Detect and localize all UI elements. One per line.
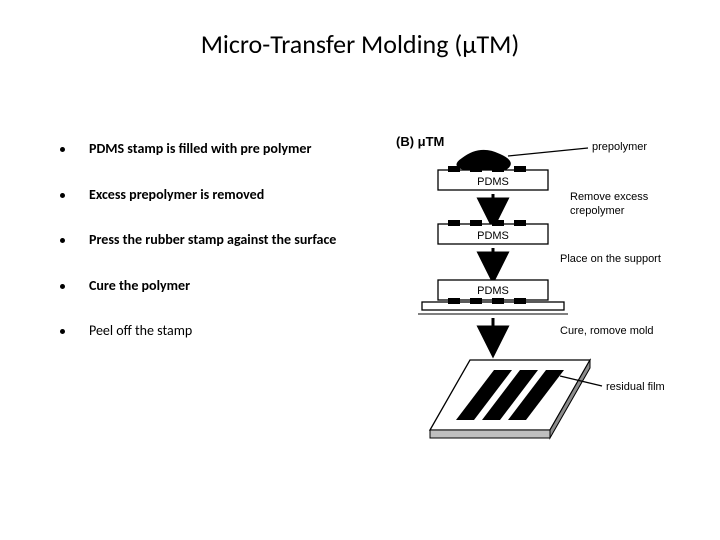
- step4: residual film: [430, 360, 665, 438]
- bullet-icon: [60, 284, 65, 289]
- list-item: Cure the polymer: [60, 277, 370, 295]
- step1: prepolymer PDMS: [438, 141, 647, 190]
- bullet-icon: [60, 147, 65, 152]
- bullet-text: Press the rubber stamp against the surfa…: [89, 231, 336, 249]
- list-item: PDMS stamp is filled with pre polymer: [60, 140, 370, 158]
- step2: PDMS: [438, 220, 548, 244]
- list-item: Press the rubber stamp against the surfa…: [60, 231, 370, 249]
- bullet-icon: [60, 193, 65, 198]
- cure-label: Cure, romove mold: [560, 325, 654, 337]
- pdms-label: PDMS: [477, 285, 509, 297]
- bullet-text: PDMS stamp is filled with pre polymer: [89, 140, 311, 158]
- place-label: Place on the support: [560, 253, 661, 265]
- bullet-list: PDMS stamp is filled with pre polymer Ex…: [60, 140, 370, 368]
- process-diagram: (B) μTM prepolymer PDMS Remove excess cr…: [390, 130, 690, 465]
- bullet-text: Peel off the stamp: [89, 322, 192, 340]
- residual-label: residual film: [606, 381, 665, 393]
- bullet-icon: [60, 329, 65, 334]
- step3: PDMS: [418, 280, 568, 314]
- remove-label-1: Remove excess: [570, 191, 649, 203]
- pdms-label: PDMS: [477, 176, 509, 188]
- list-item: Peel off the stamp: [60, 322, 370, 340]
- page-title: Micro-Transfer Molding (μTM): [0, 28, 720, 60]
- bullet-icon: [60, 238, 65, 243]
- list-item: Excess prepolymer is removed: [60, 186, 370, 204]
- remove-label-2: crepolymer: [570, 205, 625, 217]
- prepolymer-label: prepolymer: [592, 141, 647, 153]
- bullet-text: Excess prepolymer is removed: [89, 186, 264, 204]
- pdms-label: PDMS: [477, 230, 509, 242]
- panel-label: (B) μTM: [396, 134, 444, 149]
- bullet-text: Cure the polymer: [89, 277, 190, 295]
